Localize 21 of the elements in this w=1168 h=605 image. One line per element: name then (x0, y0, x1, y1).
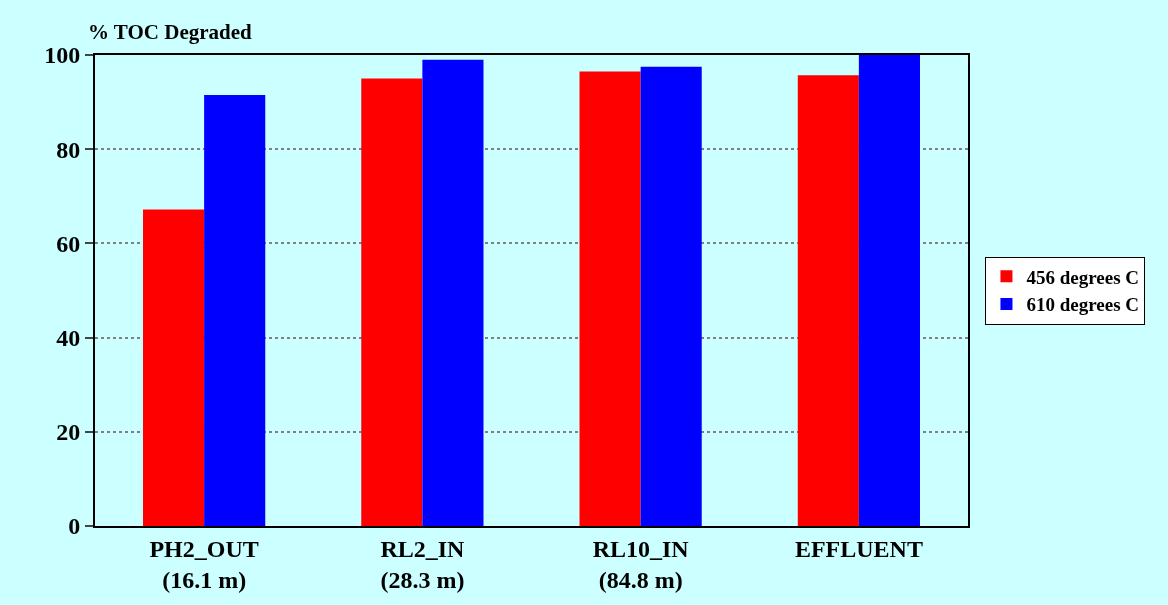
y-tick-label: 0 (68, 513, 81, 540)
bar (640, 66, 702, 526)
legend-label: 456 degrees C (1026, 266, 1140, 288)
x-tick-label: PH2_OUT (16.1 m) (149, 535, 259, 593)
bar (579, 71, 641, 526)
x-tick-label: RL10_IN (84.8 m) (592, 535, 690, 593)
y-tick-label: 100 (44, 42, 81, 69)
bar (858, 55, 920, 526)
y-tick-label: 60 (56, 230, 81, 257)
bar (204, 95, 266, 526)
bar (143, 209, 205, 526)
x-tick-label: EFFLUENT (794, 535, 923, 562)
y-tick-label: 20 (56, 419, 81, 446)
y-tick-label: 80 (56, 136, 81, 163)
bar (797, 75, 859, 526)
y-axis-title: % TOC Degraded (88, 20, 253, 44)
bar (422, 59, 484, 526)
bar (361, 78, 423, 526)
x-tick-label: RL2_IN (28.3 m) (380, 535, 466, 593)
y-tick-label: 40 (56, 325, 81, 351)
legend-label: 610 degrees C (1026, 294, 1140, 316)
